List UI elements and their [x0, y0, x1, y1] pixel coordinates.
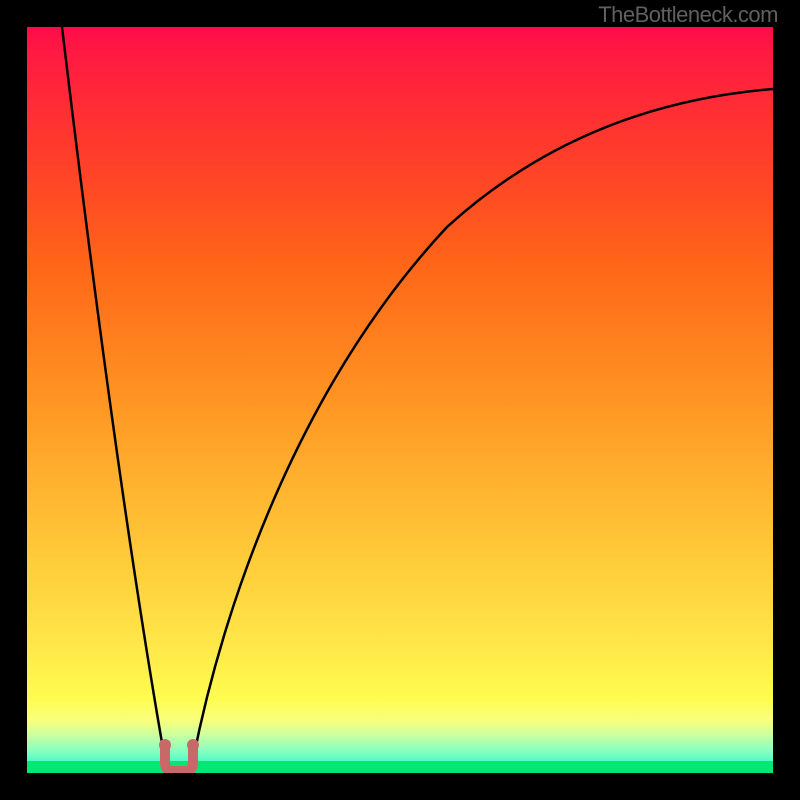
minimum-marker: [159, 739, 199, 771]
chart-plot-area: [27, 27, 773, 773]
marker-dot-left: [159, 739, 171, 751]
watermark-text: TheBottleneck.com: [598, 2, 778, 28]
marker-dot-right: [187, 739, 199, 751]
curve-left-branch: [62, 27, 165, 760]
curve-right-branch: [193, 89, 773, 760]
bottleneck-curve: [27, 27, 773, 773]
